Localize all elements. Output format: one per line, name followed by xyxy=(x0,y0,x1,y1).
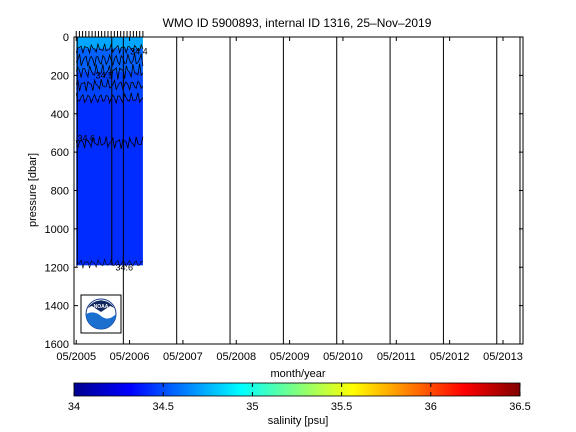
x-tick-label-8: 05/2013 xyxy=(483,351,523,363)
x-tick-label-4: 05/2009 xyxy=(270,351,310,363)
x-axis-label: month/year xyxy=(270,368,325,380)
y-tick-label-4: 800 xyxy=(51,186,69,198)
y-tick-label-1: 200 xyxy=(51,70,69,82)
contour-label-2: 34.6 xyxy=(77,134,95,144)
x-tick-label-2: 05/2007 xyxy=(163,351,203,363)
colorbar-ticks: 34 34.5 35 35.5 36 36.5 xyxy=(68,383,531,413)
coverage-bottom xyxy=(75,258,143,270)
y-tick-label-2: 400 xyxy=(51,109,69,121)
contour-3 xyxy=(75,78,144,92)
cbar-tick-label-0: 34 xyxy=(68,401,80,413)
noaa-logo: NOAA xyxy=(80,294,122,334)
x-tick-label-3: 05/2008 xyxy=(216,351,256,363)
chart-title: WMO ID 5900893, internal ID 1316, 25–Nov… xyxy=(163,16,432,30)
contour-5 xyxy=(75,136,144,149)
y-axis: 0 200 400 600 800 1000 1200 1400 1600 xyxy=(45,32,523,351)
cbar-tick-label-4: 36 xyxy=(425,401,437,413)
x-tick-label-1: 05/2006 xyxy=(110,351,150,363)
contour-labels: 34.4 34.5 34.6 34.6 xyxy=(77,46,147,272)
x-tick-label-5: 05/2010 xyxy=(323,351,363,363)
contour-2 xyxy=(75,63,144,80)
x-axis: 05/2005 05/2006 05/2007 05/2008 05/2009 05/20… xyxy=(56,37,523,363)
contour-label-3: 34.6 xyxy=(115,262,133,272)
y-tick-label-7: 1400 xyxy=(45,301,69,313)
plot-area: 34.4 34.5 34.6 34.6 0 200 400 600 800 1000 1200 14… xyxy=(45,31,524,363)
salinity-layer-3 xyxy=(76,98,143,266)
y-tick-label-5: 1000 xyxy=(45,224,69,236)
y-tick-label-0: 0 xyxy=(63,32,69,44)
salinity-layer-0 xyxy=(76,37,143,49)
colorbar-gradient xyxy=(73,382,521,397)
contour-1 xyxy=(75,53,144,67)
noaa-logo-text: NOAA xyxy=(94,304,109,310)
cbar-tick-label-1: 34.5 xyxy=(152,401,173,413)
contour-4 xyxy=(75,92,144,105)
y-tick-label-6: 1200 xyxy=(45,262,69,274)
x-tick-label-7: 05/2012 xyxy=(430,351,470,363)
cbar-tick-label-3: 35.5 xyxy=(331,401,352,413)
y-tick-label-3: 600 xyxy=(51,147,69,159)
cbar-tick-label-5: 36.5 xyxy=(509,401,530,413)
y-tick-label-8: 1600 xyxy=(45,339,69,351)
salinity-contours xyxy=(75,42,144,270)
colorbar-label: salinity [psu] xyxy=(268,415,329,427)
y-axis-label: pressure [dbar] xyxy=(27,153,39,227)
x-tick-label-0: 05/2005 xyxy=(56,351,96,363)
colorbar: 34 34.5 35 35.5 36 36.5 salinity [psu] xyxy=(68,382,531,427)
contour-label-0: 34.4 xyxy=(130,46,148,56)
contour-0 xyxy=(75,42,144,55)
x-tick-label-6: 05/2011 xyxy=(377,351,416,363)
salinity-field xyxy=(76,37,143,266)
contour-label-1: 34.5 xyxy=(95,70,113,80)
cbar-tick-label-2: 35 xyxy=(246,401,258,413)
